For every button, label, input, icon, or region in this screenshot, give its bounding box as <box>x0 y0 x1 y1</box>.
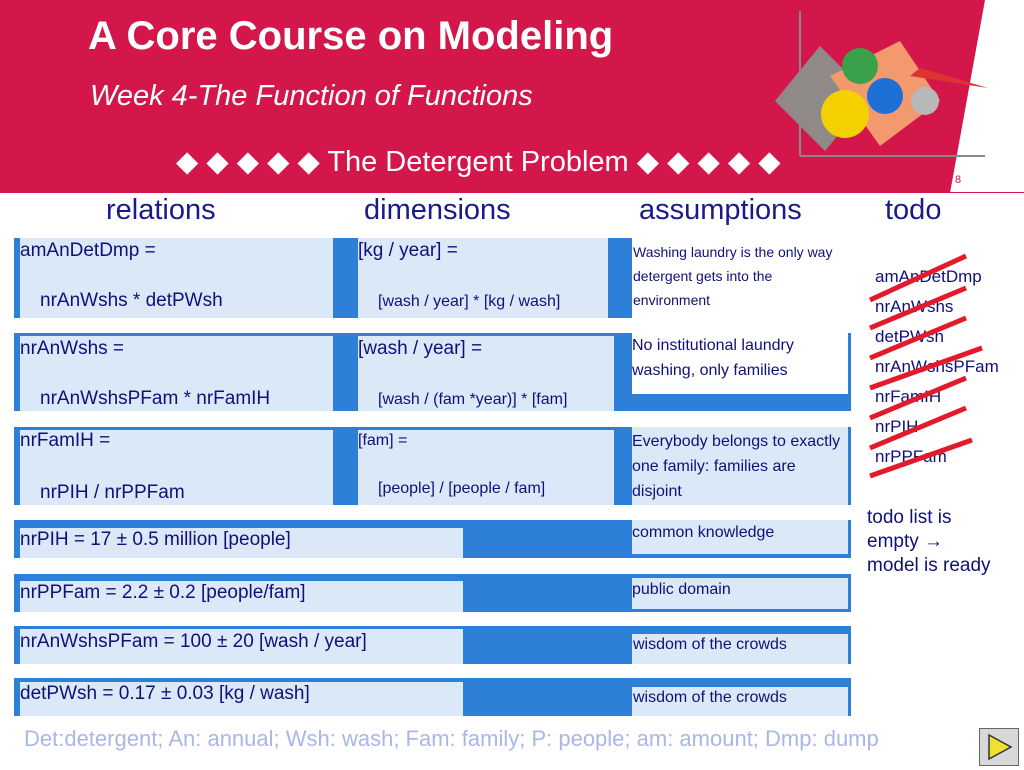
relation-cell: nrPIH = 17 ± 0.5 million [people] <box>20 528 463 558</box>
dimension-cell: [wash / year] = [wash / (fam *year)] * [… <box>358 336 614 411</box>
next-slide-button[interactable] <box>979 728 1019 766</box>
play-arrow-icon <box>988 733 1013 761</box>
assumption-text: Washing laundry is the only way detergen… <box>633 244 833 308</box>
todo-item: nrFamIH <box>875 387 942 406</box>
strike-mark <box>869 375 967 421</box>
assumption-cell: common knowledge <box>632 520 848 554</box>
relation-cell: nrAnWshs = nrAnWshsPFam * nrFamIH <box>20 336 333 411</box>
relation-line-1: nrAnWshs = <box>20 338 125 359</box>
strike-mark <box>869 345 983 391</box>
assumption-text: Everybody belongs to exactly one family:… <box>632 433 841 500</box>
page-number: 8 <box>955 174 962 186</box>
assumption-text: common knowledge <box>632 524 775 541</box>
relation-line-2: nrAnWshs * detPWsh <box>40 290 223 311</box>
todo-item: amAnDetDmp <box>875 267 982 286</box>
column-todo: todo <box>885 194 942 226</box>
assumption-cell: No institutional laundry washing, only f… <box>632 333 848 394</box>
assumption-text: No institutional laundry washing, only f… <box>632 337 794 379</box>
dimension-cell: [kg / year] = [wash / year] * [kg / wash… <box>358 238 608 318</box>
todo-note: todo list is empty → model is ready <box>867 506 991 578</box>
dimension-line-1: [kg / year] = <box>358 240 458 261</box>
strike-mark <box>869 405 967 451</box>
relation-line-1: detPWsh = 0.17 ± 0.03 [kg / wash] <box>20 683 310 704</box>
relation-cell: nrAnWshsPFam = 100 ± 20 [wash / year] <box>20 629 463 664</box>
todo-note-line: model is ready <box>867 555 991 576</box>
dimension-line-2: [wash / year] * [kg / wash] <box>378 293 561 310</box>
relation-cell: detPWsh = 0.17 ± 0.03 [kg / wash] <box>20 682 463 716</box>
relation-line-2: nrPIH / nrPPFam <box>40 482 185 503</box>
todo-note-line: empty → <box>867 531 944 552</box>
relation-line-1: nrFamIH = <box>20 430 111 451</box>
todo-list: amAnDetDmp nrAnWshs detPWsh nrAnWshsPFam… <box>875 262 999 472</box>
strike-mark <box>869 315 967 361</box>
relation-line-1: amAnDetDmp = <box>20 240 156 261</box>
relation-cell: nrFamIH = nrPIH / nrPPFam <box>20 430 333 505</box>
assumption-text: public domain <box>632 581 731 598</box>
section-title: ◆ ◆ ◆ ◆ ◆ The Detergent Problem ◆ ◆ ◆ ◆ … <box>176 146 781 178</box>
dimension-line-1: [wash / year] = <box>358 338 483 359</box>
dimension-line-1: [fam] = <box>358 432 408 449</box>
abbreviations-footer: Det:detergent; An: annual; Wsh: wash; Fa… <box>24 726 879 751</box>
slide-subtitle: Week 4-The Function of Functions <box>90 80 533 112</box>
relation-line-1: nrPPFam = 2.2 ± 0.2 [people/fam] <box>20 582 306 603</box>
assumption-cell: public domain <box>632 578 848 609</box>
assumption-cell: Washing laundry is the only way detergen… <box>632 238 851 318</box>
todo-note-line: todo list is <box>867 507 952 528</box>
dimension-line-2: [people] / [people / fam] <box>378 480 546 497</box>
dimension-cell: [fam] = [people] / [people / fam] <box>358 430 614 505</box>
slide-title: A Core Course on Modeling <box>88 14 614 58</box>
column-dimensions: dimensions <box>364 194 511 226</box>
strike-mark <box>868 253 968 303</box>
assumption-text: wisdom of the crowds <box>633 689 787 706</box>
relation-cell: nrPPFam = 2.2 ± 0.2 [people/fam] <box>20 581 463 612</box>
modeling-logo-icon <box>775 11 988 157</box>
todo-strikes <box>868 253 983 479</box>
todo-item: nrPPFam <box>875 447 947 466</box>
strike-mark <box>869 437 973 479</box>
relation-line-1: nrAnWshsPFam = 100 ± 20 [wash / year] <box>20 631 367 652</box>
relation-cell: amAnDetDmp = nrAnWshs * detPWsh <box>20 238 333 318</box>
assumption-text: wisdom of the crowds <box>633 636 787 653</box>
relation-line-2: nrAnWshsPFam * nrFamIH <box>40 388 271 409</box>
dimension-line-2: [wash / (fam *year)] * [fam] <box>378 391 568 408</box>
strike-mark <box>869 285 967 331</box>
column-relations: relations <box>106 194 216 226</box>
relation-line-1: nrPIH = 17 ± 0.5 million [people] <box>20 529 291 550</box>
assumption-cell: Everybody belongs to exactly one family:… <box>632 427 848 505</box>
assumption-cell: wisdom of the crowds <box>632 687 848 716</box>
column-assumptions: assumptions <box>639 194 802 226</box>
assumption-cell: wisdom of the crowds <box>632 634 848 664</box>
